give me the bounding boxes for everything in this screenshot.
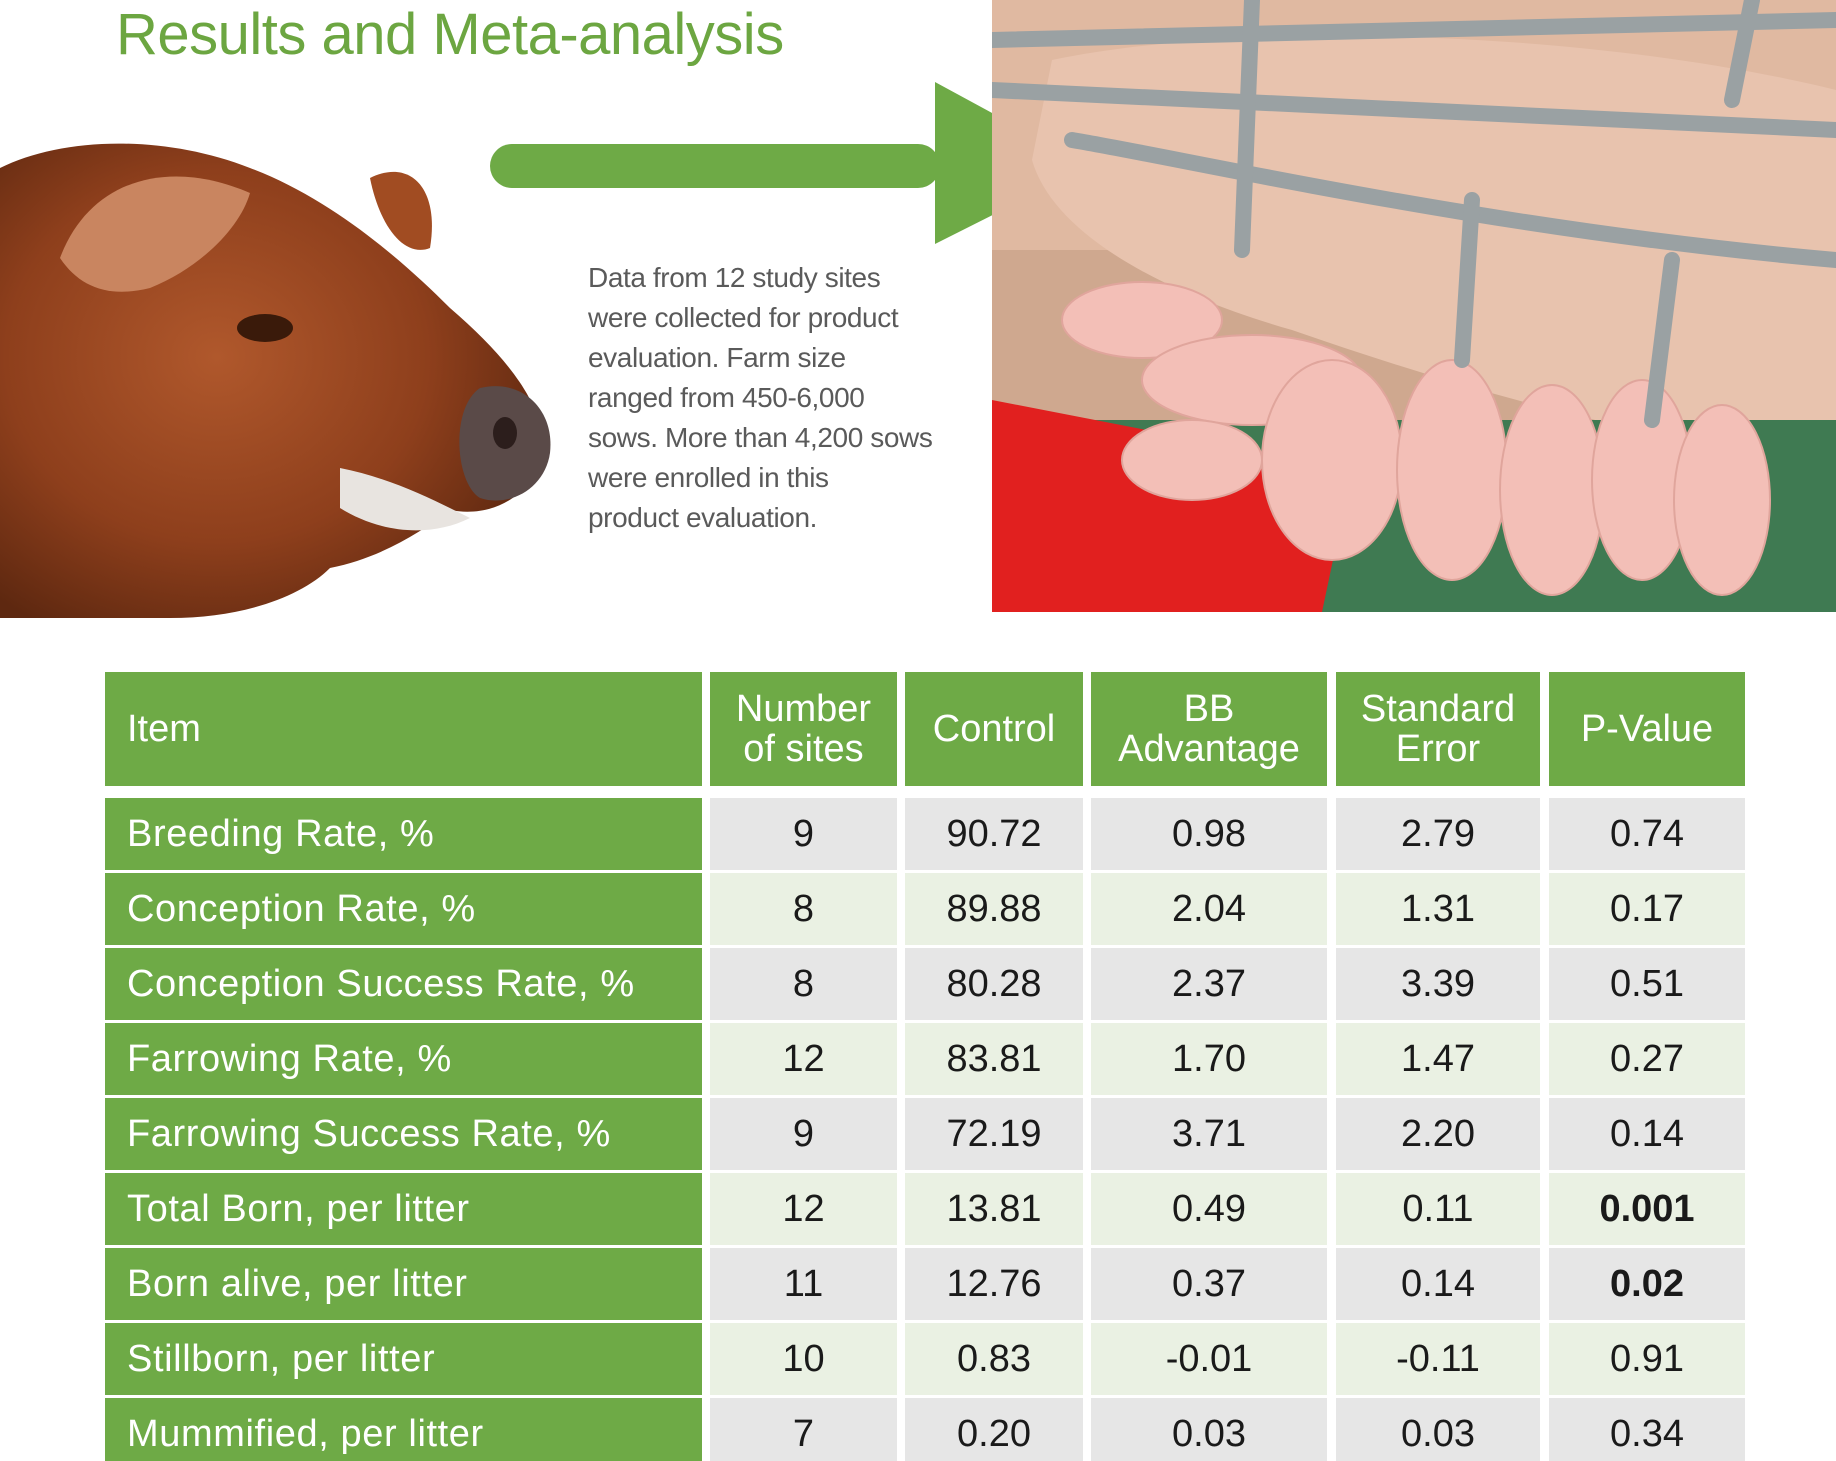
row-advantage-value: 2.04 [1091, 873, 1327, 945]
row-control-value: 0.20 [905, 1398, 1083, 1461]
row-sites-value: 8 [710, 873, 897, 945]
row-sites-value: 11 [710, 1248, 897, 1320]
header-p: P-Value [1549, 672, 1745, 786]
table-header-row: Item Number of sites Control BB Advantag… [105, 672, 1745, 786]
intro-line: ranged from 450-6,000 [588, 382, 865, 413]
row-se-value: -0.11 [1336, 1323, 1540, 1395]
row-p-value: 0.34 [1549, 1398, 1745, 1461]
header-sites: Number of sites [710, 672, 897, 786]
header-se-line2: Error [1395, 728, 1481, 770]
row-item-label: Total Born, per litter [105, 1173, 702, 1245]
intro-line: sows. More than 4,200 sows [588, 422, 933, 453]
table-row: Total Born, per litter 12 13.81 0.49 0.11 0.0… [105, 1173, 1745, 1245]
row-item-label: Born alive, per litter [105, 1248, 702, 1320]
intro-line: were collected for product [588, 302, 899, 333]
row-advantage-value: 3.71 [1091, 1098, 1327, 1170]
row-advantage-value: 0.37 [1091, 1248, 1327, 1320]
row-p-value: 0.001 [1549, 1173, 1745, 1245]
row-advantage-value: 2.37 [1091, 948, 1327, 1020]
row-se-value: 2.20 [1336, 1098, 1540, 1170]
row-item-label: Stillborn, per litter [105, 1323, 702, 1395]
row-p-value: 0.02 [1549, 1248, 1745, 1320]
row-se-value: 0.03 [1336, 1398, 1540, 1461]
row-sites-value: 9 [710, 798, 897, 870]
table-row: Farrowing Rate, % 12 83.81 1.70 1.47 0.27 [105, 1023, 1745, 1095]
row-sites-value: 9 [710, 1098, 897, 1170]
row-advantage-value: 0.49 [1091, 1173, 1327, 1245]
table-row: Farrowing Success Rate, % 9 72.19 3.71 2.20 0… [105, 1098, 1745, 1170]
row-p-value: 0.14 [1549, 1098, 1745, 1170]
row-control-value: 90.72 [905, 798, 1083, 870]
row-control-value: 12.76 [905, 1248, 1083, 1320]
row-advantage-value: 0.03 [1091, 1398, 1327, 1461]
row-control-value: 13.81 [905, 1173, 1083, 1245]
row-p-value: 0.27 [1549, 1023, 1745, 1095]
row-item-label: Conception Success Rate, % [105, 948, 702, 1020]
row-p-value: 0.74 [1549, 798, 1745, 870]
header-se: Standard Error [1336, 672, 1540, 786]
results-table: Item Number of sites Control BB Advantag… [105, 672, 1745, 1461]
intro-line: Data from 12 study sites [588, 262, 881, 293]
row-se-value: 1.31 [1336, 873, 1540, 945]
table-row: Conception Rate, % 8 89.88 2.04 1.31 0.17 [105, 873, 1745, 945]
header-sites-line1: Number [735, 688, 872, 730]
intro-line: were enrolled in this [588, 462, 829, 493]
row-item-label: Conception Rate, % [105, 873, 702, 945]
row-control-value: 0.83 [905, 1323, 1083, 1395]
table-row: Breeding Rate, % 9 90.72 0.98 2.79 0.74 [105, 798, 1745, 870]
row-p-value: 0.17 [1549, 873, 1745, 945]
row-sites-value: 12 [710, 1173, 897, 1245]
row-item-label: Farrowing Success Rate, % [105, 1098, 702, 1170]
row-se-value: 1.47 [1336, 1023, 1540, 1095]
row-item-label: Breeding Rate, % [105, 798, 702, 870]
row-control-value: 80.28 [905, 948, 1083, 1020]
header-control-label: Control [932, 708, 1056, 750]
header-item: Item [105, 672, 702, 786]
row-se-value: 2.79 [1336, 798, 1540, 870]
page-title: Results and Meta-analysis [116, 2, 784, 67]
row-control-value: 83.81 [905, 1023, 1083, 1095]
header-advantage-line2: Advantage [1118, 728, 1300, 770]
row-item-label: Mummified, per litter [105, 1398, 702, 1461]
table-row: Born alive, per litter 11 12.76 0.37 0.14 0.0… [105, 1248, 1745, 1320]
row-sites-value: 7 [710, 1398, 897, 1461]
row-p-value: 0.91 [1549, 1323, 1745, 1395]
sow-piglets-image [992, 0, 1836, 612]
row-se-value: 3.39 [1336, 948, 1540, 1020]
row-sites-value: 8 [710, 948, 897, 1020]
row-control-value: 72.19 [905, 1098, 1083, 1170]
row-se-value: 0.11 [1336, 1173, 1540, 1245]
row-sites-value: 10 [710, 1323, 897, 1395]
header-item-label: Item [127, 708, 201, 750]
table-row: Conception Success Rate, % 8 80.28 2.37 3.39… [105, 948, 1745, 1020]
header-advantage-line1: BB [1183, 688, 1235, 730]
row-advantage-value: 1.70 [1091, 1023, 1327, 1095]
header-se-line1: Standard [1360, 688, 1516, 730]
intro-line: product evaluation. [588, 502, 818, 533]
row-sites-value: 12 [710, 1023, 897, 1095]
header-advantage: BB Advantage [1091, 672, 1327, 786]
table-row: Mummified, per litter 7 0.20 0.03 0.03 0.34 [105, 1398, 1745, 1461]
row-advantage-value: 0.98 [1091, 798, 1327, 870]
row-se-value: 0.14 [1336, 1248, 1540, 1320]
intro-line: evaluation. Farm size [588, 342, 846, 373]
row-advantage-value: -0.01 [1091, 1323, 1327, 1395]
intro-text: Data from 12 study sites were collected … [588, 258, 948, 538]
pig-head-image [0, 143, 551, 618]
header-sites-line2: of sites [743, 728, 864, 770]
header-p-label: P-Value [1580, 708, 1714, 750]
row-p-value: 0.51 [1549, 948, 1745, 1020]
header-control: Control [905, 672, 1083, 786]
row-control-value: 89.88 [905, 873, 1083, 945]
table-row: Stillborn, per litter 10 0.83 -0.01 -0.11 0.9… [105, 1323, 1745, 1395]
row-item-label: Farrowing Rate, % [105, 1023, 702, 1095]
